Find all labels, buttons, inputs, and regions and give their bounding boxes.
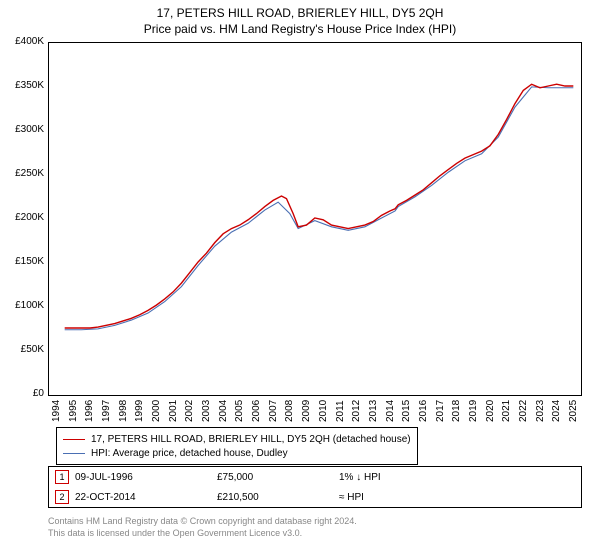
series-line: [65, 84, 574, 328]
series-svg: [0, 0, 600, 560]
series-line: [65, 87, 574, 330]
